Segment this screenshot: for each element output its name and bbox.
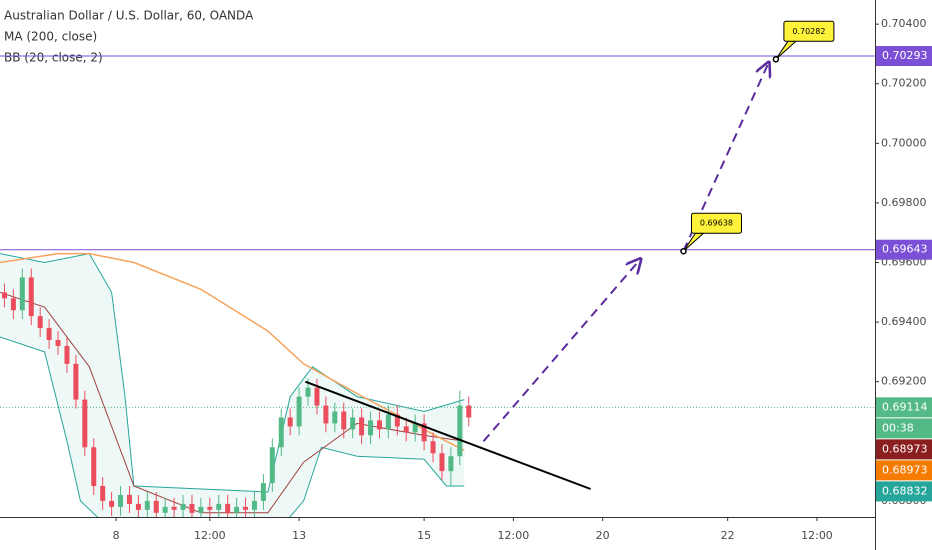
x-tick-label: 12:00 (194, 529, 226, 542)
candle-body (109, 500, 115, 507)
candle-body (385, 414, 391, 430)
candle-body (189, 503, 195, 513)
candle-body (19, 277, 25, 311)
y-tick-label: 0.69800 (881, 196, 927, 209)
y-tick-label: 0.69400 (881, 315, 927, 328)
price-axis-tag-label: 0.69114 (882, 400, 928, 413)
candle-body (278, 417, 284, 448)
candle-body (368, 420, 374, 436)
legend-ma: MA (200, close) (4, 30, 97, 44)
callout-box (690, 212, 742, 234)
candle-body (323, 405, 329, 424)
price-axis-tag (876, 460, 932, 481)
candle-body (421, 423, 427, 442)
candle-body (403, 426, 409, 433)
candle-body (332, 411, 338, 424)
price-axis-tag (876, 481, 932, 502)
chart-title: Australian Dollar / U.S. Dollar, 60, OAN… (4, 9, 254, 23)
bb-lower (0, 336, 465, 517)
y-tick-label: 0.69200 (881, 375, 927, 388)
candle-body (37, 316, 43, 329)
price-axis-tag-label: 0.68973 (882, 442, 928, 455)
candle-body (412, 423, 418, 433)
candle-body (64, 345, 70, 364)
callout-label: 0.69638 (700, 219, 733, 228)
candle-body (180, 503, 186, 510)
candle-body (100, 486, 106, 501)
y-tick-label: 0.70000 (881, 136, 927, 149)
price-axis-tag-label: 0.70293 (882, 49, 928, 62)
price-axis-tag (876, 397, 932, 418)
candle-body (73, 363, 79, 400)
candle-body (225, 503, 231, 513)
y-tick-label: 0.70200 (881, 77, 927, 90)
candle-body (466, 405, 472, 418)
candle-body (251, 500, 257, 510)
candle-body (118, 494, 124, 507)
x-tick-label: 12:00 (801, 529, 833, 542)
x-tick-label: 22 (721, 529, 735, 542)
candle-body (55, 339, 61, 346)
x-tick-label: 13 (292, 529, 306, 542)
candle-body (153, 500, 159, 513)
price-axis-tag (876, 439, 932, 460)
candle-body (126, 494, 132, 504)
candle-body (359, 417, 365, 436)
x-tick-label: 8 (113, 529, 120, 542)
callout-pointer (683, 232, 705, 252)
candle-body (10, 298, 16, 311)
price-axis-tag (876, 239, 932, 260)
y-tick-label: 0.70400 (881, 17, 927, 30)
callout-point (772, 56, 780, 63)
candle-body (314, 387, 320, 406)
price-axis-tag (876, 46, 932, 67)
callout-label: 0.70282 (792, 27, 825, 36)
candle-body (305, 387, 311, 397)
candle-body (46, 328, 52, 340)
candle-body (91, 447, 97, 487)
candle-body (448, 456, 454, 472)
candle-body (207, 506, 213, 510)
candle-body (287, 417, 293, 427)
candle-body (296, 396, 302, 427)
candle-body (162, 506, 168, 513)
callout-box (783, 20, 835, 42)
candle-body (394, 414, 400, 427)
x-tick-label: 15 (417, 529, 431, 542)
trendline (305, 380, 591, 490)
price-axis-tag-label: 0.69643 (882, 243, 928, 256)
candle-body (269, 447, 275, 484)
candle-body (341, 411, 347, 430)
candle-body (216, 503, 222, 510)
countdown-tag (876, 418, 932, 439)
candle-body (28, 277, 34, 317)
plot-area (0, 62, 875, 517)
candle-body (376, 420, 382, 430)
legend-bb: BB (20, close, 2) (4, 51, 103, 65)
callout-pointer (775, 40, 798, 60)
candle-body (234, 506, 240, 513)
candle-body (135, 503, 141, 510)
price-axis-tag-label: 0.68832 (882, 484, 928, 497)
candle-body (430, 441, 436, 454)
projection-arrow (482, 259, 641, 442)
countdown-label: 00:38 (882, 421, 914, 434)
candle-body (260, 483, 266, 501)
candle-body (144, 500, 150, 510)
callout-point (680, 247, 687, 255)
candle-body (457, 405, 463, 457)
price-axis-tag-label: 0.68973 (882, 463, 928, 476)
bb-fill (0, 253, 465, 517)
candle-body (171, 506, 177, 510)
candle-body (350, 417, 356, 430)
candle-body (82, 399, 88, 448)
candle-body (1, 292, 7, 299)
candle-body (198, 506, 204, 513)
x-tick-label: 12:00 (498, 529, 530, 542)
candle-body (243, 506, 249, 510)
candle-body (439, 453, 445, 472)
x-tick-label: 20 (596, 529, 610, 542)
